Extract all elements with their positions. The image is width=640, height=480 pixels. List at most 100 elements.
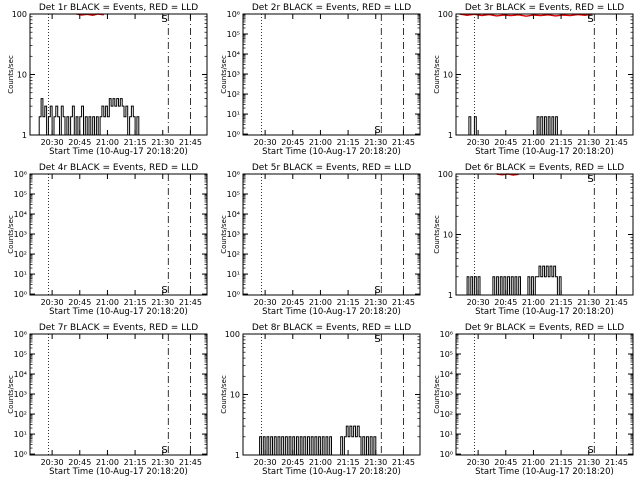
- y-tick-label: 10⁶: [14, 330, 27, 339]
- x-axis-label: Start Time (10-Aug-17 20:18:20): [49, 147, 188, 157]
- events-series-line: [257, 436, 334, 456]
- y-tick-label: 10⁶: [440, 330, 453, 339]
- x-tick-label: 21:45: [605, 458, 628, 467]
- plot-frame: [29, 173, 208, 296]
- y-tick-label: 100: [438, 170, 453, 179]
- y-tick-label: 100: [438, 10, 453, 19]
- plot-frame: [455, 333, 634, 456]
- panel-title: Det 4r BLACK = Events, RED = LLD: [39, 163, 198, 173]
- y-tick-label: 10²: [227, 90, 240, 99]
- y-tick-label: 1: [448, 131, 453, 140]
- x-tick-label: 21:45: [605, 298, 628, 307]
- x-tick-label: 21:00: [96, 138, 119, 147]
- x-tick-label: 21:30: [577, 458, 600, 467]
- x-tick-label: 21:15: [337, 298, 360, 307]
- events-series-line: [535, 116, 560, 136]
- y-axis-label: Counts/sec: [7, 375, 15, 414]
- x-tick-label: 21:45: [179, 138, 202, 147]
- panel-title: Det 1r BLACK = Events, RED = LLD: [39, 3, 198, 13]
- y-tick-label: 10⁵: [14, 350, 27, 359]
- x-tick-label: 21:45: [392, 458, 415, 467]
- plot-frame: [242, 173, 421, 296]
- x-tick-label: 20:30: [41, 298, 64, 307]
- x-tick-label: 20:45: [68, 138, 91, 147]
- y-axis-label: Counts/sec: [7, 215, 15, 254]
- x-axis-label: Start Time (10-Aug-17 20:18:20): [262, 307, 401, 317]
- panel-title: Det 6r BLACK = Events, RED = LLD: [465, 163, 624, 173]
- detector-panel-4: Det 4r BLACK = Events, RED = LLD S 10⁰ 10¹ 1…: [7, 163, 208, 317]
- y-tick-label: 10⁰: [227, 290, 240, 299]
- y-tick-label: 1: [235, 451, 240, 460]
- event-marker-label: S: [374, 285, 380, 296]
- y-tick-label: 10: [443, 231, 453, 240]
- panel-title: Det 8r BLACK = Events, RED = LLD: [252, 323, 411, 333]
- x-tick-label: 21:15: [124, 298, 147, 307]
- y-tick-label: 10⁵: [14, 190, 27, 199]
- event-marker-label: S: [587, 14, 593, 25]
- event-marker-label: S: [587, 174, 593, 185]
- events-series-line: [38, 98, 140, 136]
- x-tick-label: 20:30: [41, 458, 64, 467]
- y-tick-label: 10³: [14, 390, 27, 399]
- y-axis-label: Counts/sec: [220, 215, 228, 254]
- x-axis-label: Start Time (10-Aug-17 20:18:20): [475, 147, 614, 157]
- x-axis-label: Start Time (10-Aug-17 20:18:20): [49, 467, 188, 477]
- event-marker-label: S: [161, 285, 167, 296]
- y-tick-label: 10⁵: [440, 350, 453, 359]
- lld-series-line: [459, 13, 593, 17]
- x-tick-label: 20:30: [254, 138, 277, 147]
- y-tick-label: 10²: [440, 410, 453, 419]
- x-axis-label: Start Time (10-Aug-17 20:18:20): [262, 147, 401, 157]
- y-axis-label: Counts/sec: [433, 55, 441, 94]
- detector-panel-5: Det 5r BLACK = Events, RED = LLD S 10⁰ 10¹ 1…: [220, 163, 421, 317]
- y-tick-label: 10⁴: [14, 370, 27, 379]
- y-tick-label: 100: [12, 10, 27, 19]
- y-tick-label: 10¹: [227, 270, 240, 279]
- x-tick-label: 20:45: [68, 298, 91, 307]
- x-tick-label: 21:00: [96, 458, 119, 467]
- x-tick-label: 21:00: [522, 458, 545, 467]
- x-axis-label: Start Time (10-Aug-17 20:18:20): [475, 467, 614, 477]
- panel-title: Det 5r BLACK = Events, RED = LLD: [252, 163, 411, 173]
- x-tick-label: 21:00: [309, 298, 332, 307]
- x-tick-label: 20:30: [467, 298, 490, 307]
- y-axis-label: Counts/sec: [7, 55, 15, 94]
- x-tick-label: 20:30: [467, 458, 490, 467]
- y-tick-label: 1: [22, 131, 27, 140]
- x-tick-label: 21:30: [151, 138, 174, 147]
- detector-panel-2: Det 2r BLACK = Events, RED = LLD S 10⁰ 10¹ 1…: [220, 3, 421, 157]
- event-marker-label: S: [587, 445, 593, 456]
- plot-frame: [29, 333, 208, 456]
- x-tick-label: 21:00: [522, 298, 545, 307]
- y-tick-label: 10⁰: [227, 130, 240, 139]
- events-series-line: [526, 265, 563, 296]
- event-marker-label: S: [161, 14, 167, 25]
- x-tick-label: 21:15: [124, 138, 147, 147]
- x-tick-label: 21:30: [151, 298, 174, 307]
- x-tick-label: 21:30: [151, 458, 174, 467]
- y-tick-label: 10¹: [440, 430, 453, 439]
- x-tick-label: 20:45: [281, 458, 304, 467]
- x-tick-label: 20:30: [467, 138, 490, 147]
- y-tick-label: 1: [448, 291, 453, 300]
- event-marker-label: S: [161, 445, 167, 456]
- x-tick-label: 20:45: [281, 298, 304, 307]
- y-tick-label: 10⁰: [14, 450, 27, 459]
- y-axis-label: Counts/sec: [433, 215, 441, 254]
- y-tick-label: 10²: [14, 250, 27, 259]
- event-marker-label: S: [374, 125, 380, 136]
- x-tick-label: 20:45: [68, 458, 91, 467]
- y-tick-label: 10³: [440, 390, 453, 399]
- y-tick-label: 10: [443, 71, 453, 80]
- y-tick-label: 10³: [14, 230, 27, 239]
- x-tick-label: 21:00: [522, 138, 545, 147]
- y-axis-label: Counts/sec: [220, 55, 228, 94]
- x-tick-label: 21:15: [550, 298, 573, 307]
- y-tick-label: 10³: [227, 70, 240, 79]
- y-axis-label: Counts/sec: [220, 375, 228, 414]
- x-axis-label: Start Time (10-Aug-17 20:18:20): [262, 467, 401, 477]
- y-tick-label: 10⁰: [440, 450, 453, 459]
- y-tick-label: 10⁰: [14, 290, 27, 299]
